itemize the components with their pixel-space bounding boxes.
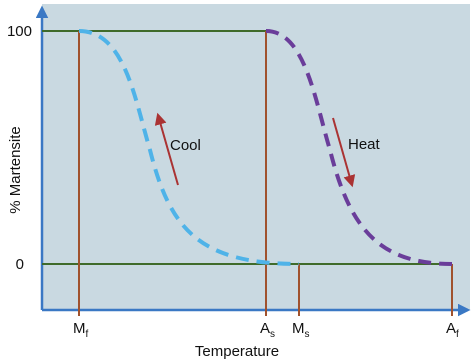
x-tick-label: Mf bbox=[73, 320, 89, 340]
cool-curve bbox=[78, 29, 300, 266]
x-axis-title: Temperature bbox=[195, 343, 279, 360]
curve-label: Heat bbox=[348, 136, 381, 153]
tick-sub: f bbox=[86, 329, 89, 340]
heat-curve bbox=[265, 29, 453, 266]
x-tick-label: Af bbox=[446, 320, 459, 340]
tick-main: M bbox=[292, 320, 305, 337]
y-axis-title: % Martensite bbox=[7, 126, 24, 214]
temperature-markers bbox=[78, 31, 453, 316]
y-tick-label: 0 bbox=[16, 256, 24, 273]
tick-sub: s bbox=[270, 329, 275, 340]
tick-main: A bbox=[446, 320, 456, 337]
x-tick-labels: Mf As Ms Af bbox=[73, 320, 459, 340]
tick-main: A bbox=[260, 320, 270, 337]
curve-label: Cool bbox=[170, 137, 201, 154]
tick-main: M bbox=[73, 320, 86, 337]
plot-background bbox=[42, 4, 470, 310]
tick-sub: f bbox=[456, 329, 459, 340]
y-tick-label: 100 bbox=[7, 23, 32, 40]
cool-arrow bbox=[154, 112, 179, 186]
tick-sub: s bbox=[305, 329, 310, 340]
heat-arrow bbox=[332, 117, 356, 188]
x-tick-label: Ms bbox=[292, 320, 310, 340]
x-tick-label: As bbox=[260, 320, 275, 340]
